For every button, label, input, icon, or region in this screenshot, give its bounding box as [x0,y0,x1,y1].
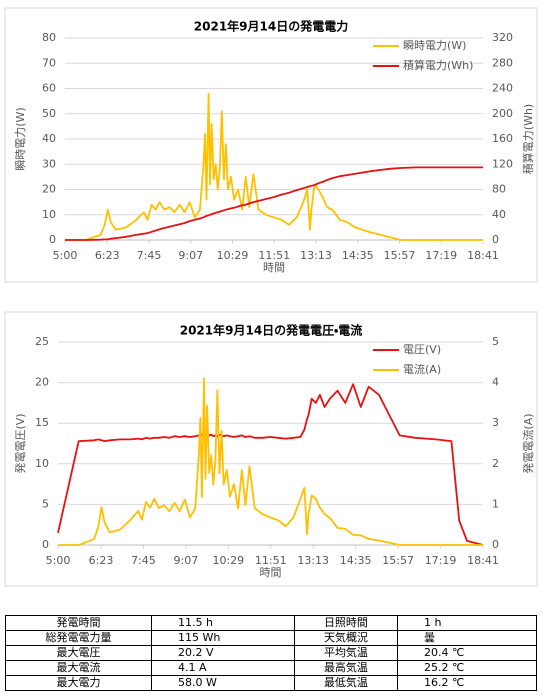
y2-tick-label: 280 [492,56,513,69]
table-value: 4.1 A [151,660,295,676]
y-tick-label: 10 [35,457,49,470]
y2-tick-label: 200 [492,107,513,120]
table-label: 天気概況 [293,630,399,646]
table-label: 平均気温 [293,645,399,661]
table-row: 最大電力 58.0 W 最低気温 16.2 ℃ [4,675,537,691]
y-axis-title: 瞬時電力(W) [14,107,27,170]
y2-tick-label: 240 [492,82,513,95]
table-label: 最大電圧 [4,645,153,661]
x-axis-title: 時間 [263,261,285,274]
x-tick-label: 15:57 [382,554,414,567]
table-label: 発電時間 [4,615,153,631]
series-line [65,92,483,241]
x-tick-label: 13:13 [300,249,332,262]
table-value: 25.2 ℃ [397,660,537,676]
y-tick-label: 15 [35,416,49,429]
legend-label: 瞬時電力(W) [403,39,466,52]
y-tick-label: 25 [35,335,49,348]
y-tick-label: 80 [42,31,56,44]
y-tick-label: 30 [42,157,56,170]
y2-tick-label: 1 [492,497,499,510]
x-tick-label: 10:29 [217,249,249,262]
y2-tick-label: 0 [492,233,499,246]
charts: 2021年9月14日の発電電力0102030405060708004080120… [4,7,538,587]
table-label: 日照時間 [293,615,399,631]
legend-label: 電流(A) [403,363,441,376]
x-axis-title: 時間 [260,566,282,579]
y2-tick-label: 120 [492,157,513,170]
table-value: 11.5 h [151,615,295,631]
x-tick-label: 7:45 [137,249,162,262]
table-row: 発電時間 11.5 h 日照時間 1 h [4,615,537,631]
x-tick-label: 17:19 [425,249,457,262]
table-row: 最大電圧 20.2 V 平均気温 20.4 ℃ [4,645,537,661]
table-value: 20.2 V [151,645,295,661]
y-axis-title: 発電電圧(V) [13,413,27,473]
table-value: 曇 [397,630,537,646]
table-label: 最大電流 [4,660,153,676]
y2-tick-label: 320 [492,31,513,44]
x-tick-label: 13:13 [297,554,329,567]
x-tick-label: 11:51 [255,554,287,567]
x-tick-label: 6:23 [95,249,120,262]
y2-tick-label: 80 [492,183,506,196]
y2-axis-title: 発電電流(A) [521,413,535,473]
table-value: 115 Wh [151,630,295,646]
chart-title: 2021年9月14日の発電電圧・電流 [180,323,363,338]
y2-tick-label: 4 [492,376,499,389]
y-tick-label: 20 [42,183,56,196]
y2-tick-label: 40 [492,208,506,221]
x-tick-label: 14:35 [340,554,372,567]
chart-title: 2021年9月14日の発電電力 [194,19,348,34]
table-value: 16.2 ℃ [397,675,537,691]
y-tick-label: 40 [42,132,56,145]
y2-tick-label: 2 [492,457,499,470]
y-tick-label: 20 [35,376,49,389]
y-tick-label: 50 [42,107,56,120]
y-tick-label: 70 [42,56,56,69]
table-label: 最大電力 [4,675,153,691]
table-value: 1 h [397,615,537,631]
summary-body: 発電時間 11.5 h 日照時間 1 h 総発電電力量 115 Wh 天気概況曇最大電圧 20… [4,615,537,691]
x-tick-label: 10:29 [212,554,244,567]
series-line [57,383,484,546]
table-label: 最高気温 [293,660,399,676]
y2-tick-label: 0 [492,538,499,551]
table-value: 20.4 ℃ [397,645,537,661]
table-value: 58.0 W [151,675,295,691]
table-label: 最低気温 [293,675,399,691]
y-tick-label: 0 [42,538,49,551]
y-tick-label: 5 [42,497,49,510]
y-tick-label: 0 [49,233,56,246]
summary-table: 発電時間 11.5 h 日照時間 1 h 総発電電力量 115 Wh 天気概況曇最大電圧 20… [4,615,537,691]
x-tick-label: 7:45 [131,554,156,567]
x-tick-label: 9:07 [178,249,203,262]
legend-label: 電圧(V) [403,343,441,356]
x-tick-label: 14:35 [342,249,374,262]
series-line [58,377,483,546]
x-tick-label: 17:19 [425,554,457,567]
y2-axis-title: 積算電力(Wh) [521,104,535,174]
x-tick-label: 11:51 [258,249,290,262]
legend-label: 積算電力(Wh) [403,58,473,72]
y-tick-label: 60 [42,82,56,95]
x-tick-label: 15:57 [384,249,416,262]
x-tick-label: 9:07 [174,554,199,567]
y2-tick-label: 5 [492,335,499,348]
table-row: 総発電電力量 115 Wh 天気概況曇 [4,630,537,646]
x-tick-label: 5:00 [46,554,71,567]
table-row: 最大電流 4.1 A 最高気温 25.2 ℃ [4,660,537,676]
x-tick-label: 5:00 [53,249,78,262]
y2-tick-label: 160 [492,132,513,145]
x-tick-label: 6:23 [89,554,114,567]
x-tick-label: 18:41 [467,249,499,262]
y2-tick-label: 3 [492,416,499,429]
y-tick-label: 10 [42,208,56,221]
series-line [65,166,483,241]
chart-frame [4,311,538,587]
table-label: 総発電電力量 [4,630,153,646]
x-tick-label: 18:41 [467,554,499,567]
